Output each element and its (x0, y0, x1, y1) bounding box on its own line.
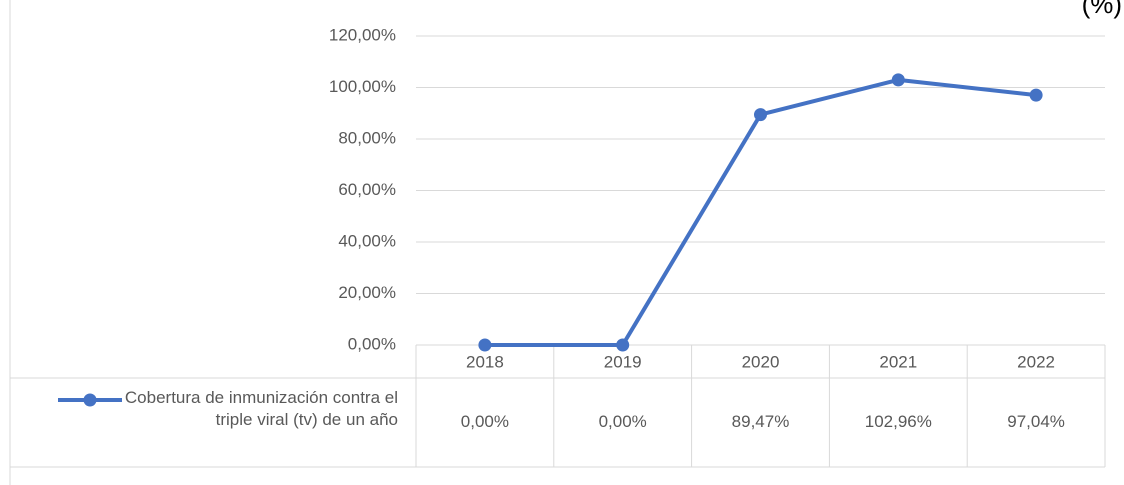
chart-title: (%) (1082, 0, 1122, 19)
legend-entry: Cobertura de inmunización contra el trip… (124, 388, 398, 429)
marker (616, 338, 630, 352)
legend-text: Cobertura de inmunización contra el trip… (124, 388, 398, 429)
table-value: 102,96% (865, 412, 932, 431)
x-tick-label: 2020 (742, 352, 780, 371)
legend-key-marker (83, 393, 97, 407)
marker (1029, 88, 1043, 102)
table-value: 97,04% (1007, 412, 1065, 431)
x-tick-label: 2018 (466, 352, 504, 371)
x-tick-label: 2019 (604, 352, 642, 371)
marker (478, 338, 492, 352)
table-value: 0,00% (599, 412, 647, 431)
y-tick-label: 40,00% (338, 231, 396, 250)
table-value: 0,00% (461, 412, 509, 431)
y-tick-label: 60,00% (338, 180, 396, 199)
y-tick-label: 80,00% (338, 128, 396, 147)
table-value: 89,47% (732, 412, 790, 431)
y-tick-label: 100,00% (329, 77, 396, 96)
y-tick-label: 0,00% (348, 334, 396, 353)
x-tick-label: 2021 (879, 352, 917, 371)
x-tick-label: 2022 (1017, 352, 1055, 371)
marker (754, 108, 767, 122)
marker (891, 73, 905, 87)
y-tick-label: 120,00% (329, 25, 396, 44)
y-tick-label: 20,00% (338, 283, 396, 302)
